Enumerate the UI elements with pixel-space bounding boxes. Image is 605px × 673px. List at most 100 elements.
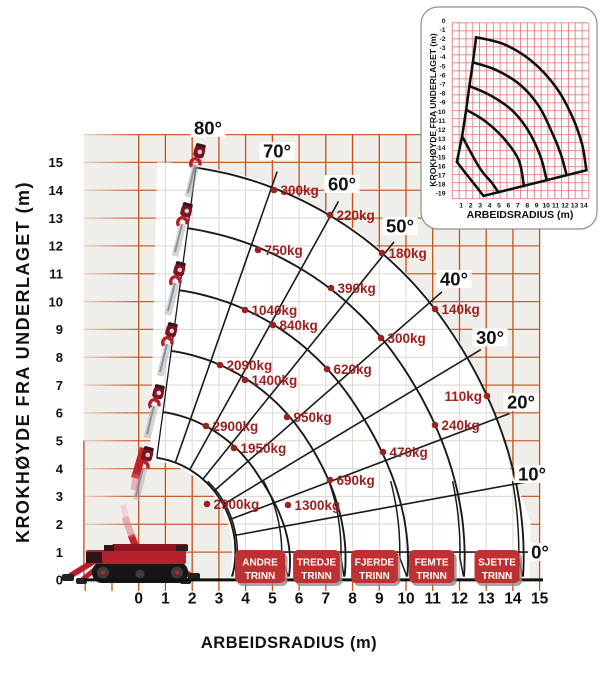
svg-text:0°: 0°	[531, 542, 549, 563]
svg-text:0: 0	[442, 18, 446, 25]
svg-text:ANDRE: ANDRE	[242, 558, 278, 569]
svg-text:ARBEIDSRADIUS (m): ARBEIDSRADIUS (m)	[201, 634, 377, 652]
svg-text:8: 8	[56, 350, 63, 365]
svg-text:14: 14	[580, 203, 588, 210]
svg-text:-6: -6	[439, 72, 445, 79]
svg-text:13: 13	[571, 203, 579, 210]
svg-text:840kg: 840kg	[280, 318, 318, 333]
svg-text:60°: 60°	[328, 174, 356, 195]
svg-text:80°: 80°	[194, 118, 222, 139]
svg-text:-11: -11	[436, 118, 446, 125]
svg-text:7: 7	[516, 203, 520, 210]
svg-text:KROKHØYDE FRA UNDERLAGET (m): KROKHØYDE FRA UNDERLAGET (m)	[13, 181, 33, 543]
svg-text:10: 10	[397, 591, 414, 608]
svg-text:5: 5	[497, 203, 501, 210]
svg-text:TRINN: TRINN	[245, 571, 276, 582]
svg-text:-17: -17	[436, 173, 446, 180]
svg-text:-13: -13	[436, 136, 446, 143]
svg-text:390kg: 390kg	[338, 281, 376, 296]
svg-text:9: 9	[535, 203, 539, 210]
svg-text:240kg: 240kg	[442, 418, 480, 433]
svg-text:9: 9	[375, 591, 384, 608]
svg-text:40°: 40°	[440, 269, 468, 290]
svg-text:6: 6	[56, 406, 63, 421]
svg-text:FEMTE: FEMTE	[415, 558, 449, 569]
svg-text:-7: -7	[439, 82, 445, 89]
svg-text:470kg: 470kg	[390, 445, 428, 460]
svg-text:TREDJE: TREDJE	[297, 558, 337, 569]
svg-text:KROKHØYDE FRA UNDERLAGET (m): KROKHØYDE FRA UNDERLAGET (m)	[428, 33, 438, 187]
svg-text:10: 10	[49, 294, 63, 309]
svg-text:50°: 50°	[386, 216, 414, 237]
svg-text:10: 10	[542, 203, 550, 210]
svg-text:-15: -15	[436, 154, 446, 161]
svg-text:-2: -2	[439, 36, 445, 43]
svg-text:10°: 10°	[518, 464, 546, 485]
svg-text:3: 3	[478, 203, 482, 210]
svg-text:0: 0	[56, 573, 63, 588]
svg-text:-4: -4	[439, 54, 445, 61]
svg-text:11: 11	[49, 267, 63, 282]
svg-text:-8: -8	[439, 91, 445, 98]
svg-text:12: 12	[49, 239, 63, 254]
svg-text:5: 5	[268, 591, 277, 608]
svg-text:8: 8	[348, 591, 357, 608]
svg-text:2090kg: 2090kg	[227, 358, 273, 373]
svg-text:1: 1	[56, 545, 63, 560]
svg-text:6: 6	[507, 203, 511, 210]
svg-text:180kg: 180kg	[389, 246, 427, 261]
svg-text:12: 12	[561, 203, 569, 210]
svg-text:13: 13	[49, 211, 63, 226]
svg-text:6: 6	[295, 591, 304, 608]
svg-text:110kg: 110kg	[444, 389, 482, 404]
svg-text:-16: -16	[436, 163, 446, 170]
svg-text:950kg: 950kg	[294, 410, 332, 425]
svg-text:TRINN: TRINN	[301, 571, 332, 582]
svg-text:1400kg: 1400kg	[252, 373, 298, 388]
svg-text:8: 8	[525, 203, 529, 210]
svg-text:300kg: 300kg	[281, 183, 319, 198]
svg-text:7: 7	[56, 378, 63, 393]
svg-text:TRINN: TRINN	[416, 571, 447, 582]
svg-text:4: 4	[241, 591, 250, 608]
svg-text:690kg: 690kg	[337, 473, 375, 488]
svg-text:750kg: 750kg	[265, 243, 303, 258]
svg-text:1: 1	[459, 203, 463, 210]
svg-text:FJERDE: FJERDE	[355, 558, 395, 569]
svg-text:1950kg: 1950kg	[241, 441, 287, 456]
svg-text:2900kg: 2900kg	[213, 419, 259, 434]
svg-text:14: 14	[49, 183, 64, 198]
svg-text:1040kg: 1040kg	[252, 303, 298, 318]
svg-text:2: 2	[188, 591, 197, 608]
svg-text:-5: -5	[439, 63, 445, 70]
svg-text:2: 2	[469, 203, 473, 210]
svg-text:620kg: 620kg	[334, 362, 372, 377]
svg-text:11: 11	[425, 591, 442, 608]
svg-text:-18: -18	[436, 182, 446, 189]
svg-text:-1: -1	[439, 27, 445, 34]
svg-text:-10: -10	[436, 109, 446, 116]
svg-text:SJETTE: SJETTE	[478, 558, 516, 569]
svg-text:4: 4	[56, 461, 64, 476]
svg-text:9: 9	[56, 322, 63, 337]
svg-text:140kg: 140kg	[442, 302, 480, 317]
svg-text:12: 12	[451, 591, 468, 608]
svg-text:4: 4	[488, 203, 492, 210]
svg-text:1: 1	[161, 591, 170, 608]
svg-text:-9: -9	[439, 100, 445, 107]
svg-text:TRINN: TRINN	[482, 571, 513, 582]
svg-text:0: 0	[134, 591, 143, 608]
svg-text:-12: -12	[436, 127, 446, 134]
svg-text:2900kg: 2900kg	[214, 497, 260, 512]
svg-text:15: 15	[531, 591, 549, 608]
svg-text:-14: -14	[436, 145, 446, 152]
svg-text:5: 5	[56, 433, 63, 448]
svg-text:11: 11	[552, 203, 559, 210]
svg-text:3: 3	[215, 591, 224, 608]
svg-text:30°: 30°	[476, 327, 504, 348]
svg-text:TRINN: TRINN	[359, 571, 390, 582]
svg-text:-19: -19	[436, 191, 446, 198]
svg-text:300kg: 300kg	[388, 331, 426, 346]
svg-text:14: 14	[504, 591, 522, 608]
svg-text:1300kg: 1300kg	[295, 498, 341, 513]
